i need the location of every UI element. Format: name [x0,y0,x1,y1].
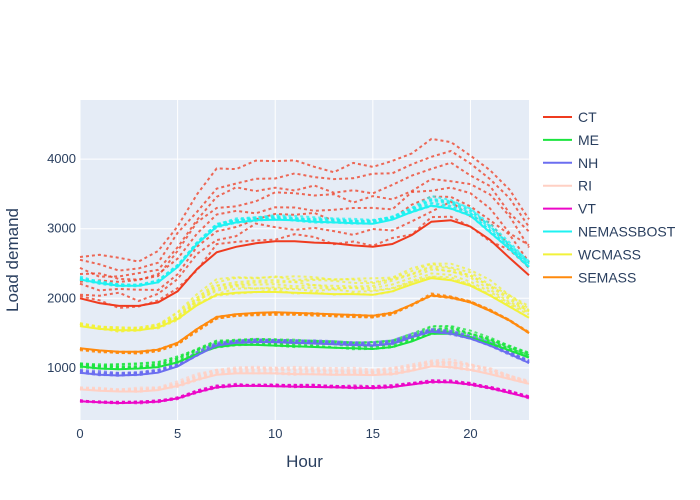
y-axis-title: Load demand [3,208,22,312]
legend-label-nemassbost: NEMASSBOST [578,224,676,240]
dotted-trace-ct [79,161,530,278]
x-tick-label: 15 [366,426,380,441]
x-axis-title: Hour [286,452,323,471]
dotted-trace-ct [79,215,530,310]
series-line-vt [79,380,530,405]
dotted-trace-semass [79,293,530,355]
dotted-trace-wcmass [79,262,530,330]
dotted-trace-vt [79,379,530,404]
series-lines [79,137,530,405]
dotted-trace-nemassbost [79,198,530,288]
series-line-semass [79,294,530,353]
x-tick-label: 10 [268,426,282,441]
series-line-ri [79,365,530,393]
y-tick-label: 1000 [47,360,76,375]
dotted-trace-ct [79,186,530,283]
dotted-trace-wcmass [79,265,530,330]
legend-label-wcmass: WCMASS [578,246,641,262]
y-tick-label: 3000 [47,221,76,236]
legend-label-ri: RI [578,178,592,194]
series-line-ct [79,219,530,307]
dotted-trace-wcmass [79,262,530,329]
y-tick-label: 2000 [47,290,76,305]
x-tick-label: 20 [463,426,477,441]
dotted-trace-ri [79,358,530,391]
x-tick-label: 0 [76,426,83,441]
dotted-trace-ct [79,137,530,263]
legend-label-nh: NH [578,155,598,171]
legend-label-semass: SEMASS [578,269,636,285]
dotted-trace-wcmass [79,272,530,332]
dotted-trace-ct [79,177,530,281]
legend: CT ME NH RI VT NEMASSBOST WCMASS SEMASS [543,109,676,285]
y-tick-label: 4000 [47,151,76,166]
x-tick-label: 5 [174,426,181,441]
dotted-trace-ct [79,195,530,292]
legend-label-ct: CT [578,109,597,125]
dotted-trace-ct [79,200,530,303]
legend-label-me: ME [578,132,599,148]
legend-label-vt: VT [578,201,596,217]
dotted-trace-wcmass [79,275,530,333]
dotted-trace-wcmass [79,266,530,330]
dotted-trace-ct [79,149,530,272]
series-line-wcmass [79,277,530,332]
series-line-nh [79,330,530,377]
series-line-nemassbost [79,204,530,287]
axis-ticks: 0 5 10 15 20 1000 2000 3000 4000 [47,151,478,441]
dotted-trace-nemassbost [79,197,530,286]
dotted-trace-ri [79,360,530,391]
